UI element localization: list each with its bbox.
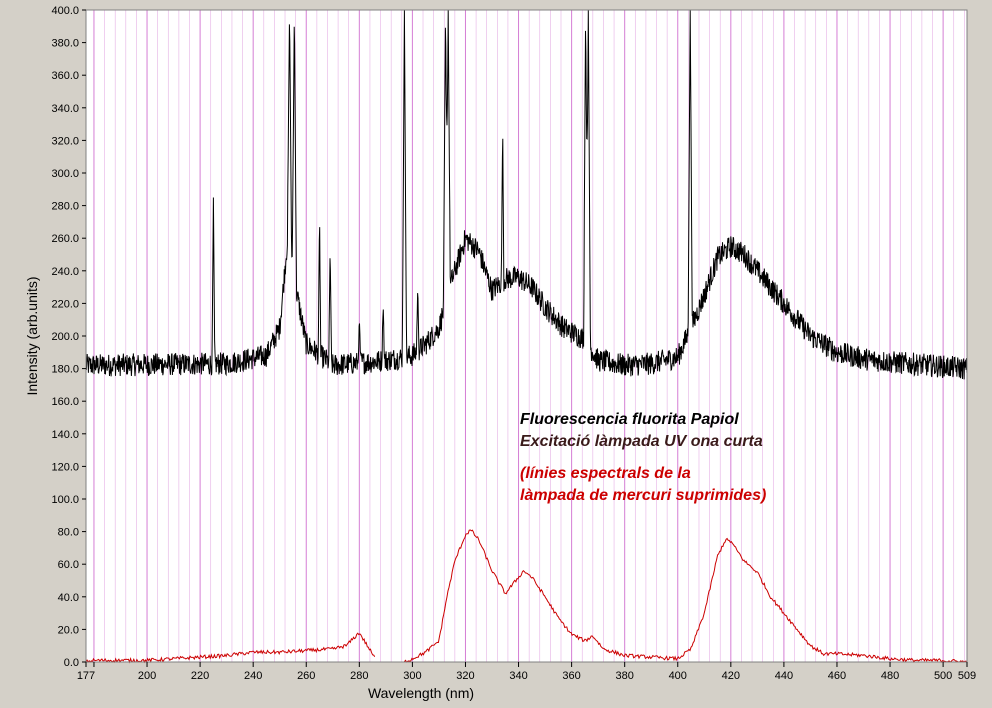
x-tick-label: 200 <box>138 670 156 682</box>
corrected-spectrum-segment <box>404 529 968 663</box>
series-0 <box>85 9 968 380</box>
y-tick-label: 120.0 <box>51 461 79 473</box>
y-tick-label: 100.0 <box>51 494 79 506</box>
y-tick-label: 140.0 <box>51 429 79 441</box>
x-tick-label: 500 <box>934 670 952 682</box>
y-tick-label: 20.0 <box>58 624 79 636</box>
x-tick-label: 380 <box>616 670 634 682</box>
y-axis-ticks: 0.0 20.0 40.0 60.0 80.0 100.0 120.0 140.0 160.0 1… <box>51 5 86 669</box>
x-tick-label: 340 <box>509 670 527 682</box>
x-tick-label: 440 <box>775 670 793 682</box>
y-tick-label: 60.0 <box>58 559 79 571</box>
x-tick-label: 300 <box>403 670 421 682</box>
y-tick-label: 260.0 <box>51 233 79 245</box>
data-series <box>85 9 968 664</box>
series-1 <box>85 529 968 664</box>
x-tick-label: 177 <box>77 670 95 682</box>
x-tick-label: 220 <box>191 670 209 682</box>
x-tick-label: 260 <box>297 670 315 682</box>
x-axis-title: Wavelength (nm) <box>368 685 474 701</box>
y-tick-label: 40.0 <box>58 592 79 604</box>
x-tick-label: 509 <box>958 670 976 682</box>
y-tick-label: 200.0 <box>51 331 79 343</box>
x-tick-label: 240 <box>244 670 262 682</box>
y-tick-label: 180.0 <box>51 364 79 376</box>
annotation-note-line2: làmpada de mercuri suprimides) <box>520 487 766 504</box>
x-tick-label: 400 <box>669 670 687 682</box>
y-tick-label: 240.0 <box>51 266 79 278</box>
plot-area <box>86 10 967 662</box>
y-tick-label: 320.0 <box>51 135 79 147</box>
corrected-spectrum-segment <box>85 632 376 664</box>
x-tick-label: 480 <box>881 670 899 682</box>
annotation-note-line1: (línies espectrals de la <box>520 465 691 482</box>
annotation-block: Fluorescencia fluorita Papiol Excitació … <box>520 411 766 504</box>
annotation-title: Fluorescencia fluorita Papiol <box>520 411 739 428</box>
y-tick-label: 380.0 <box>51 38 79 50</box>
y-tick-label: 360.0 <box>51 70 79 82</box>
y-tick-label: 80.0 <box>58 527 79 539</box>
y-tick-label: 340.0 <box>51 103 79 115</box>
y-tick-label: 280.0 <box>51 201 79 213</box>
x-tick-label: 280 <box>350 670 368 682</box>
annotation-excitation: Excitació làmpada UV ona curta <box>520 433 763 450</box>
y-axis-title: Intensity (arb.units) <box>24 276 40 395</box>
fluorescence-spectrum-line <box>85 9 968 380</box>
grid-lines <box>93 10 965 662</box>
x-tick-label: 320 <box>456 670 474 682</box>
x-tick-label: 360 <box>562 670 580 682</box>
y-tick-label: 400.0 <box>51 5 79 17</box>
y-tick-label: 220.0 <box>51 298 79 310</box>
x-tick-label: 460 <box>828 670 846 682</box>
y-tick-label: 160.0 <box>51 396 79 408</box>
x-tick-label: 420 <box>722 670 740 682</box>
x-axis-ticks: 177 200 220 240 260 280 300 320 340 360 380 400 420 4… <box>77 662 976 682</box>
y-tick-label: 300.0 <box>51 168 79 180</box>
y-tick-label: 0.0 <box>64 657 79 669</box>
